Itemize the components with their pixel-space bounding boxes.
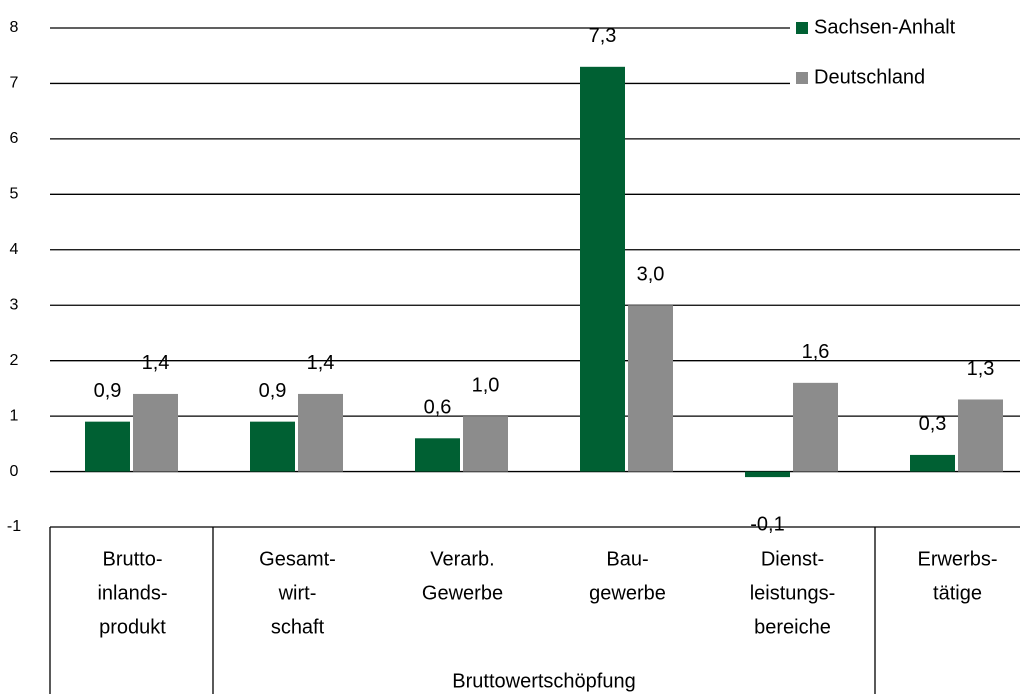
bar [580,66,625,472]
x-tick-label: Bau- [606,548,648,570]
data-label: 3,0 [637,264,665,286]
bar [793,382,838,472]
data-label: 1,0 [472,374,500,396]
x-tick-label: leistungs- [750,582,836,604]
x-tick-label: Erwerbs- [917,548,997,570]
x-tick-label: schaft [271,616,325,638]
y-tick-label: 1 [10,407,19,424]
y-tick-label: 3 [10,296,19,313]
legend-label: Deutschland [814,66,925,88]
bar [415,438,460,472]
data-label: 1,6 [802,341,830,363]
x-tick-label: wirt- [278,582,317,604]
bar [910,454,955,472]
bar [628,305,673,472]
x-tick-label: Dienst- [761,548,824,570]
y-tick-label: 4 [10,241,19,258]
data-label: 7,3 [589,25,617,47]
data-label: 0,3 [919,413,947,435]
bar [745,471,790,478]
x-tick-label: Gewerbe [422,582,503,604]
y-tick-label: 6 [10,130,19,147]
data-label: 0,9 [94,380,122,402]
data-label: 0,9 [259,380,287,402]
y-tick-label: 7 [10,75,19,92]
legend-swatch [796,72,808,84]
data-label: 0,6 [424,397,452,419]
legend-swatch [796,22,808,34]
y-tick-label: -1 [7,518,21,535]
x-tick-label: bereiche [754,616,831,638]
x-tick-label: Gesamt- [259,548,336,570]
legend-label: Sachsen-Anhalt [814,16,956,38]
x-tick-label: Verarb. [430,548,494,570]
data-label: 1,4 [142,352,170,374]
bar [85,421,130,472]
bar [958,399,1003,472]
data-label: 1,4 [307,352,335,374]
data-label: 1,3 [967,358,995,380]
bar [133,393,178,472]
x-tick-label: gewerbe [589,582,666,604]
x-tick-label: inlands- [97,582,167,604]
y-tick-label: 8 [10,19,19,36]
bar [463,416,508,472]
x-tick-label: produkt [99,616,166,638]
legend-background [790,5,1020,105]
data-label: -0,1 [750,513,784,535]
x-tick-label: tätige [933,582,982,604]
y-tick-label: 2 [10,352,19,369]
y-tick-label: 5 [10,186,19,203]
y-tick-label: 0 [10,463,19,480]
x-tick-label: Brutto- [102,548,162,570]
group-label: Bruttowertschöpfung [452,670,635,692]
bar [298,393,343,472]
bar [250,421,295,472]
